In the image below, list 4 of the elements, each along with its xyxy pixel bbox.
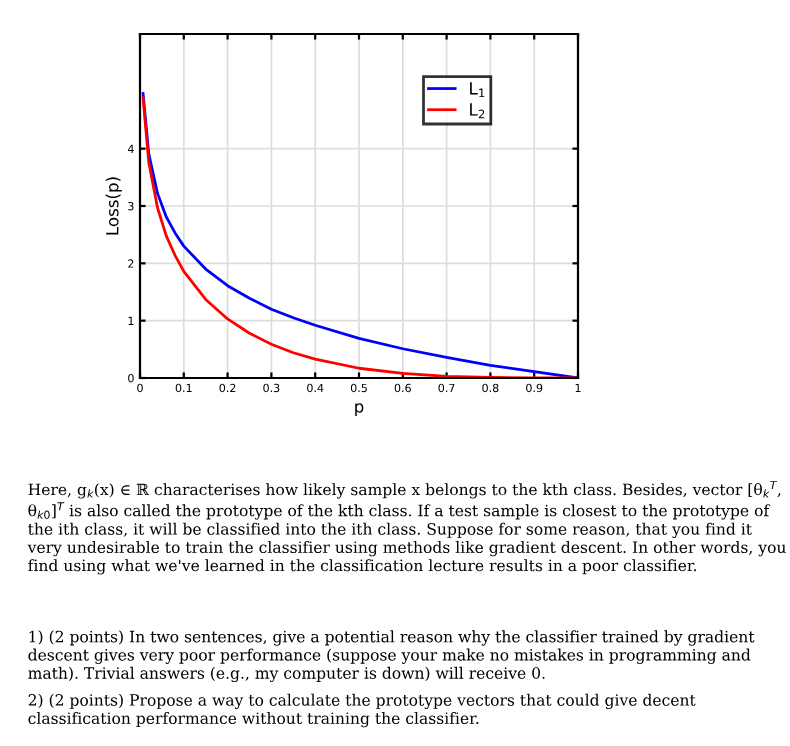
x-axis-title: p [355,403,364,416]
legend-label: L$_{1}$ [470,82,485,98]
y-axis-title: Loss(p) [105,177,122,235]
legend-label: L$_{2}$ [470,103,485,119]
